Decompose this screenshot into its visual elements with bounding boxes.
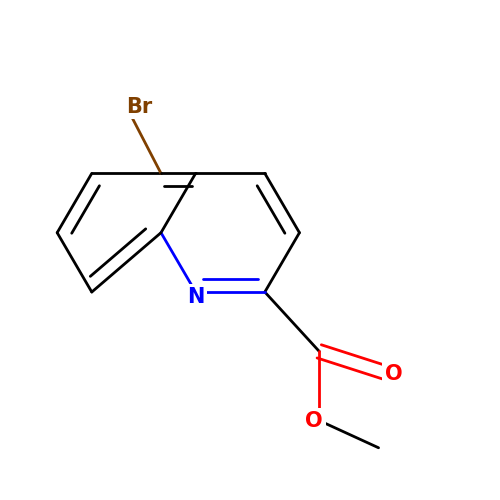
Text: O: O: [306, 410, 323, 430]
Text: N: N: [187, 287, 204, 307]
Text: O: O: [384, 364, 402, 384]
Text: Br: Br: [126, 96, 152, 116]
